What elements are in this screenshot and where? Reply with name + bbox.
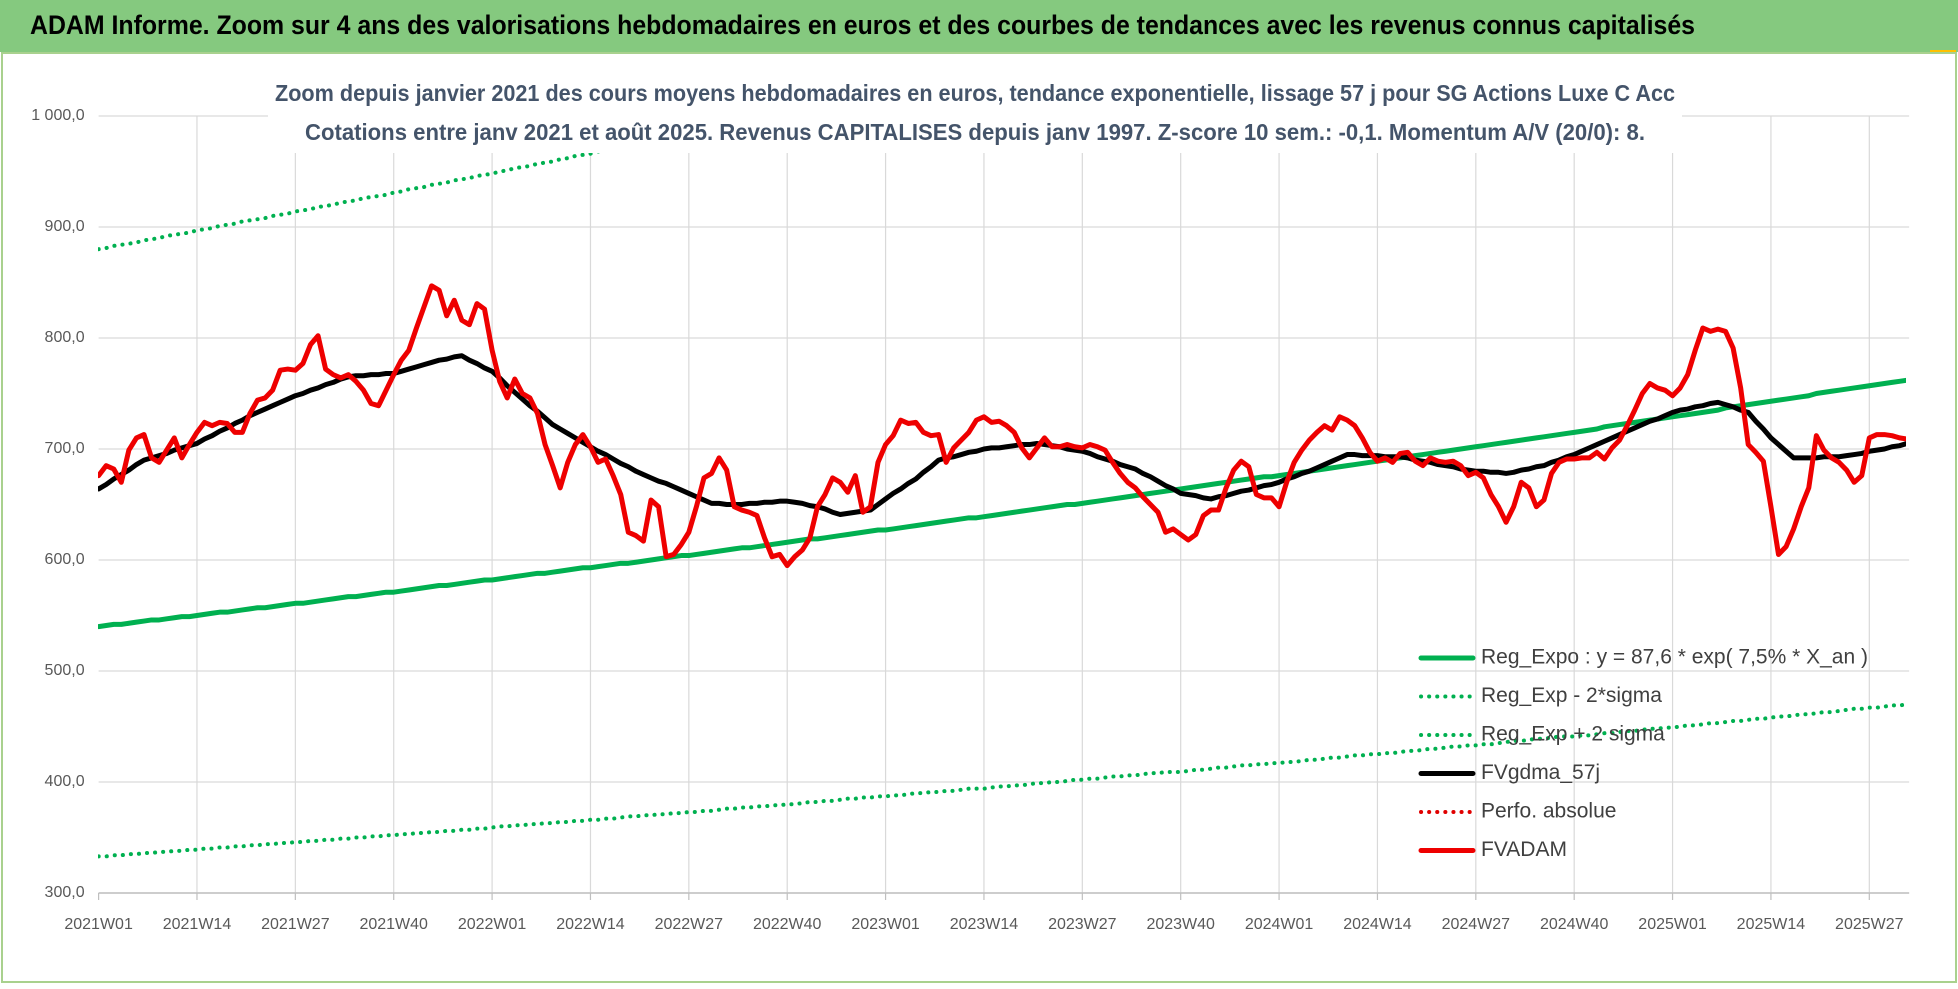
y-tick-label: 400,0 (45, 773, 85, 790)
x-tick-label: 2024W40 (1540, 916, 1609, 933)
grid (98, 115, 1910, 894)
legend-label: FVgdma_57j (1481, 761, 1600, 784)
x-tick-label: 2021W27 (261, 916, 330, 933)
x-tick-label: 2022W27 (655, 916, 724, 933)
x-tick-label: 2025W01 (1638, 916, 1707, 933)
legend-label: Reg_Exp + 2 sigma (1481, 723, 1665, 746)
legend-label: Perfo. absolue (1481, 800, 1616, 823)
y-tick-label: 1 000,0 (31, 107, 84, 124)
chart-subtitle: Zoom depuis janvier 2021 des cours moyen… (275, 80, 1675, 106)
legend-label: FVADAM (1481, 838, 1567, 861)
axes: 300,0 400,0 500,0 600,0 700,0 800,0 900,0 1 000… (31, 107, 1910, 933)
header-bar (0, 0, 1958, 52)
y-tick-label: 800,0 (45, 329, 85, 346)
x-tick-label: 2023W01 (851, 916, 920, 933)
x-tick-label: 2024W27 (1442, 916, 1511, 933)
series-line (98, 283, 1906, 569)
chart-title: ADAM Informe. Zoom sur 4 ans des valoris… (30, 10, 1695, 40)
y-tick-label: 900,0 (45, 218, 85, 235)
x-tick-label: 2022W14 (556, 916, 625, 933)
x-tick-label: 2025W27 (1835, 916, 1904, 933)
x-tick-label: 2023W40 (1146, 916, 1215, 933)
x-tick-label: 2024W14 (1343, 916, 1412, 933)
x-tick-label: 2025W14 (1737, 916, 1806, 933)
chart-border (1, 52, 1957, 983)
subtitle-box (268, 73, 1682, 153)
corner-accent (1930, 50, 1956, 53)
x-tick-label: 2022W01 (458, 916, 527, 933)
legend-label: Reg_Expo : y = 87,6 * exp( 7,5% * X_an ) (1481, 646, 1868, 669)
plot-series (98, 114, 1906, 859)
series-line (98, 702, 1906, 859)
legend: Reg_Expo : y = 87,6 * exp( 7,5% * X_an )… (1418, 646, 1868, 861)
y-tick-label: 300,0 (45, 884, 85, 901)
x-tick-label: 2021W14 (163, 916, 232, 933)
series-line (98, 114, 790, 252)
x-tick-label: 2022W40 (753, 916, 822, 933)
x-tick-label: 2024W01 (1245, 916, 1314, 933)
x-tick-label: 2021W40 (359, 916, 428, 933)
series-line (98, 353, 1906, 517)
y-tick-label: 600,0 (45, 551, 85, 568)
x-tick-label: 2023W27 (1048, 916, 1117, 933)
y-tick-label: 500,0 (45, 662, 85, 679)
chart-subtitle: Cotations entre janv 2021 et août 2025. … (305, 119, 1645, 145)
x-tick-label: 2023W14 (950, 916, 1019, 933)
series-line (98, 377, 1906, 630)
y-tick-label: 700,0 (45, 440, 85, 457)
legend-label: Reg_Exp - 2*sigma (1481, 684, 1662, 707)
x-tick-label: 2021W01 (64, 916, 133, 933)
